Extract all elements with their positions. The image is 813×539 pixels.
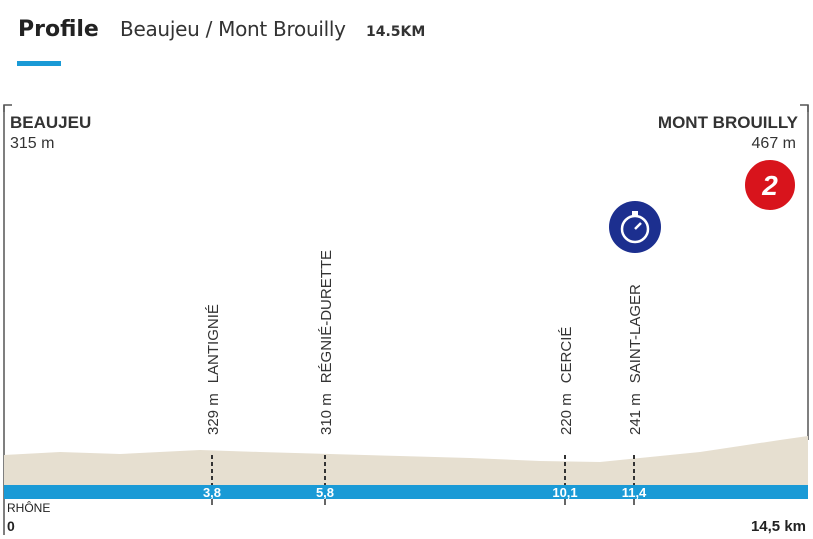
stopwatch-top xyxy=(632,211,638,215)
stopwatch xyxy=(620,214,650,244)
waypoint-name: SAINT-LAGER xyxy=(627,284,644,383)
waypoint-name: RÉGNIÉ-DURETTE xyxy=(318,250,335,383)
stopwatch-hand xyxy=(634,222,642,230)
waypoint-altitude: 329 m xyxy=(205,393,222,435)
finish-km: 14,5 km xyxy=(751,518,806,535)
waypoint-label: 310 m RÉGNIÉ-DURETTE xyxy=(318,250,335,435)
start-km: 0 xyxy=(7,518,15,534)
frame-corners xyxy=(3,104,809,112)
waypoint-label: 220 m CERCIÉ xyxy=(558,327,575,435)
waypoint-km: 3,8 xyxy=(203,485,221,500)
climb-category: 2 xyxy=(761,170,778,201)
waypoint-name: LANTIGNIÉ xyxy=(205,304,222,383)
finish-name: MONT BROUILLY xyxy=(658,113,799,132)
river-name: RHÔNE xyxy=(7,500,50,515)
waypoint-km: 10,1 xyxy=(552,485,577,500)
climb-badge xyxy=(743,158,797,212)
sprint-circle xyxy=(609,201,661,253)
title: Profile xyxy=(18,17,99,42)
waypoint-label: 241 m SAINT-LAGER xyxy=(627,284,644,435)
terrain xyxy=(4,436,808,485)
waypoint-altitude: 241 m xyxy=(627,393,644,435)
waypoint-name: CERCIÉ xyxy=(558,327,575,384)
distance: 14.5KM xyxy=(366,24,425,40)
waypoint-label: 329 m LANTIGNIÉ xyxy=(205,304,222,435)
river-strip xyxy=(4,485,808,499)
start-altitude: 315 m xyxy=(10,135,54,152)
underline xyxy=(17,61,61,66)
waypoint-altitude: 220 m xyxy=(558,393,575,435)
waypoint-km: 11,4 xyxy=(622,485,647,500)
waypoint-km: 5,8 xyxy=(316,485,334,500)
start-name: BEAUJEU xyxy=(10,113,91,132)
sprint-icon xyxy=(609,201,661,253)
waypoint-altitude: 310 m xyxy=(318,393,335,435)
route: Beaujeu / Mont Brouilly xyxy=(120,17,346,41)
finish-altitude: 467 m xyxy=(752,135,796,152)
